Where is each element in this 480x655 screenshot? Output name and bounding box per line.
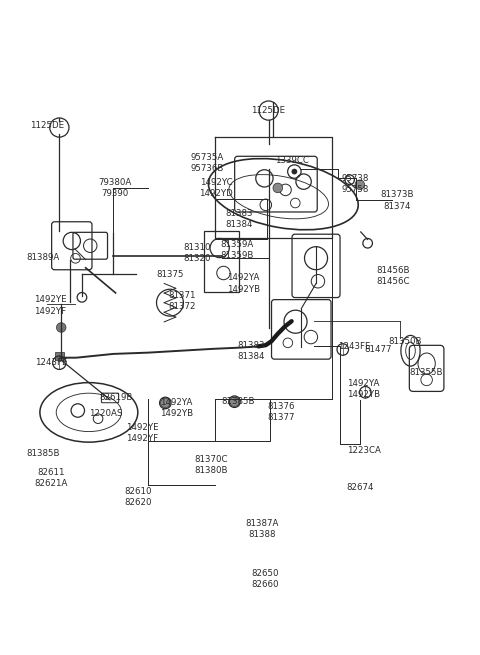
Text: 81383
81384: 81383 81384 [225, 210, 253, 229]
Circle shape [160, 398, 170, 408]
Text: 81350B: 81350B [388, 337, 422, 346]
Text: 1492YE
1492YF: 1492YE 1492YF [126, 423, 158, 443]
Text: 1223CA: 1223CA [347, 445, 381, 455]
Text: 82650
82660: 82650 82660 [252, 569, 279, 589]
Text: 82674: 82674 [346, 483, 373, 493]
Text: 1220AS: 1220AS [89, 409, 122, 418]
Text: 1243FE: 1243FE [35, 358, 67, 367]
Bar [204, 231, 239, 292]
Text: 95738
95758: 95738 95758 [341, 174, 369, 194]
Text: 95735A
95736B: 95735A 95736B [190, 153, 224, 173]
Text: 82611
82621A: 82611 82621A [35, 468, 68, 489]
Text: 79380A
79390: 79380A 79390 [98, 178, 132, 198]
Text: 1492YE
1492YF: 1492YE 1492YF [34, 295, 66, 316]
Text: 82619B: 82619B [99, 394, 132, 402]
Text: 1492YA
1492YB: 1492YA 1492YB [227, 273, 260, 293]
Text: 81387A
81388: 81387A 81388 [245, 519, 279, 539]
Text: 81389A: 81389A [26, 253, 60, 261]
Text: 81355B: 81355B [410, 368, 444, 377]
Text: 81310
81320: 81310 81320 [184, 243, 211, 263]
Text: 1492YA
1492YB: 1492YA 1492YB [347, 379, 380, 399]
Circle shape [229, 397, 239, 407]
Text: 81385B: 81385B [26, 449, 60, 458]
Text: 81376
81377: 81376 81377 [268, 402, 295, 422]
Text: 81373B
81374: 81373B 81374 [381, 191, 414, 210]
Circle shape [355, 180, 365, 189]
Text: 81383
81384: 81383 81384 [238, 341, 265, 362]
Circle shape [57, 323, 66, 332]
Text: 81370C
81380B: 81370C 81380B [195, 455, 228, 475]
Text: 81477: 81477 [364, 345, 392, 354]
Text: 1492YA
1492YB: 1492YA 1492YB [160, 398, 193, 418]
Text: 81375: 81375 [156, 270, 184, 278]
Text: 1339CC: 1339CC [275, 157, 309, 165]
Text: 1125DE: 1125DE [252, 106, 286, 115]
Text: 1243FE: 1243FE [338, 342, 371, 351]
Text: 81371
81372: 81371 81372 [168, 291, 196, 311]
Text: 82610
82620: 82610 82620 [124, 487, 152, 508]
Text: 81456B
81456C: 81456B 81456C [376, 266, 410, 286]
Text: 81359A
81359B: 81359A 81359B [220, 240, 253, 260]
Text: 81385B: 81385B [221, 397, 255, 406]
Text: 1125DE: 1125DE [30, 121, 64, 130]
Bar [55, 352, 64, 360]
Circle shape [273, 183, 283, 193]
Text: 1492YC
1492YD: 1492YC 1492YD [199, 178, 233, 198]
Circle shape [291, 169, 297, 174]
